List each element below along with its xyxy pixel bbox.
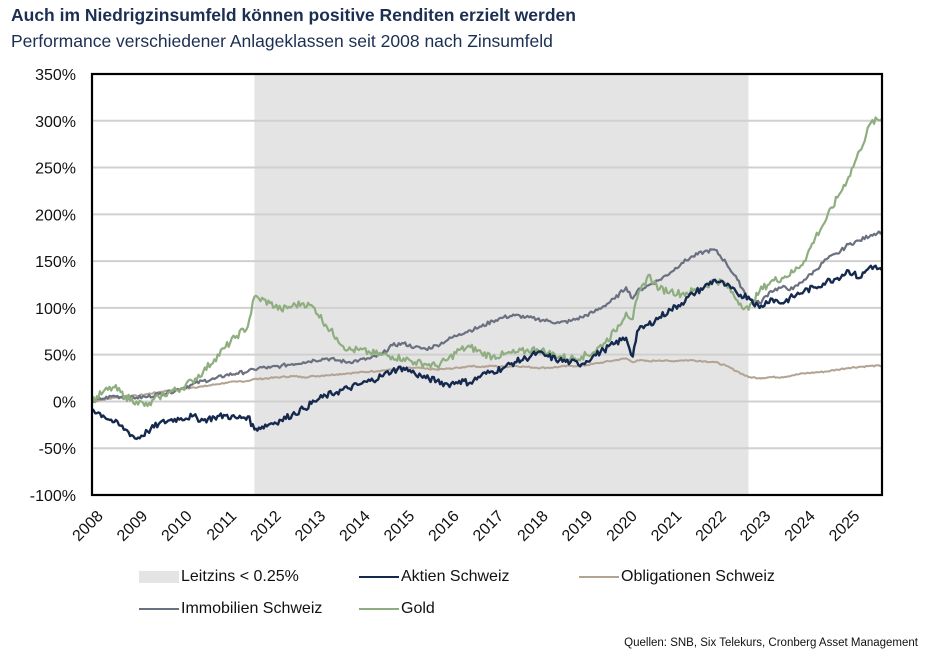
x-tick-label: 2013 [292,508,329,545]
legend-item-obligationen: Obligationen Schweiz [579,568,775,586]
x-tick-label: 2011 [204,508,240,544]
x-tick-label: 2016 [426,508,463,545]
legend-swatch-immobilien [139,608,179,610]
legend-item-gold: Gold [359,600,435,618]
x-tick-label: 2024 [782,508,819,545]
series-line-aktien [91,264,883,441]
y-tick-label: 0% [53,394,76,411]
series-line-obligationen [91,357,883,403]
gridlines [92,119,882,450]
y-tick-label: -50% [39,441,76,458]
y-tick-label: 300% [35,114,76,131]
x-tick-label: 2017 [470,508,507,545]
y-tick-label: 200% [35,207,76,224]
y-tick-label: 50% [44,348,76,365]
legend-item-leitzins: Leitzins < 0.25% [139,568,299,586]
plot-frame [90,72,884,497]
x-axis-ticks: 2008 2009 2010 2011 2012 2013 2014 2015 2016 2017… [70,508,864,545]
chart-subtitle: Performance verschiedener Anlageklassen … [11,31,553,51]
y-tick-label: 250% [35,161,76,178]
x-tick-label: 2020 [604,508,641,545]
legend-swatch-aktien [359,576,399,578]
y-tick-label: 150% [35,254,76,271]
x-tick-label: 2021 [648,508,685,545]
x-tick-label: 2023 [737,508,774,545]
y-axis-ticks: -100% -50% 0% 50% 100% 150% 200% 250% 300% 350% [30,67,76,505]
y-tick-label: 350% [35,67,76,84]
x-tick-label: 2025 [826,508,863,545]
legend-item-aktien: Aktien Schweiz [359,568,510,586]
legend-item-immobilien: Immobilien Schweiz [139,600,322,618]
x-tick-label: 2009 [114,508,151,545]
x-tick-label: 2018 [515,508,552,545]
x-tick-label: 2012 [248,508,285,545]
series-line-gold [90,116,883,408]
legend-label: Gold [401,600,435,617]
legend-label: Obligationen Schweiz [621,568,775,585]
legend-swatch-obligationen [579,576,619,578]
y-tick-label: -100% [30,488,76,505]
shaded-regions [254,74,749,495]
x-tick-label: 2010 [159,508,196,545]
chart-title: Auch im Niedrigzinsumfeld können positiv… [11,5,576,25]
legend-label: Aktien Schweiz [401,568,510,585]
x-tick-label: 2014 [337,508,374,545]
legend-swatch-gold [359,608,399,610]
series-lines [90,116,883,441]
source-note: Quellen: SNB, Six Telekurs, Cronberg Ass… [624,637,918,649]
x-tick-label: 2015 [381,508,418,545]
shaded-region [254,74,749,495]
legend-label: Leitzins < 0.25% [181,568,299,585]
y-tick-label: 100% [35,301,76,318]
x-tick-label: 2019 [559,508,596,545]
legend-label: Immobilien Schweiz [181,600,323,617]
x-tick-label: 2022 [693,508,730,545]
x-tick-label: 2008 [70,508,107,545]
legend-swatch-shade [139,571,179,583]
